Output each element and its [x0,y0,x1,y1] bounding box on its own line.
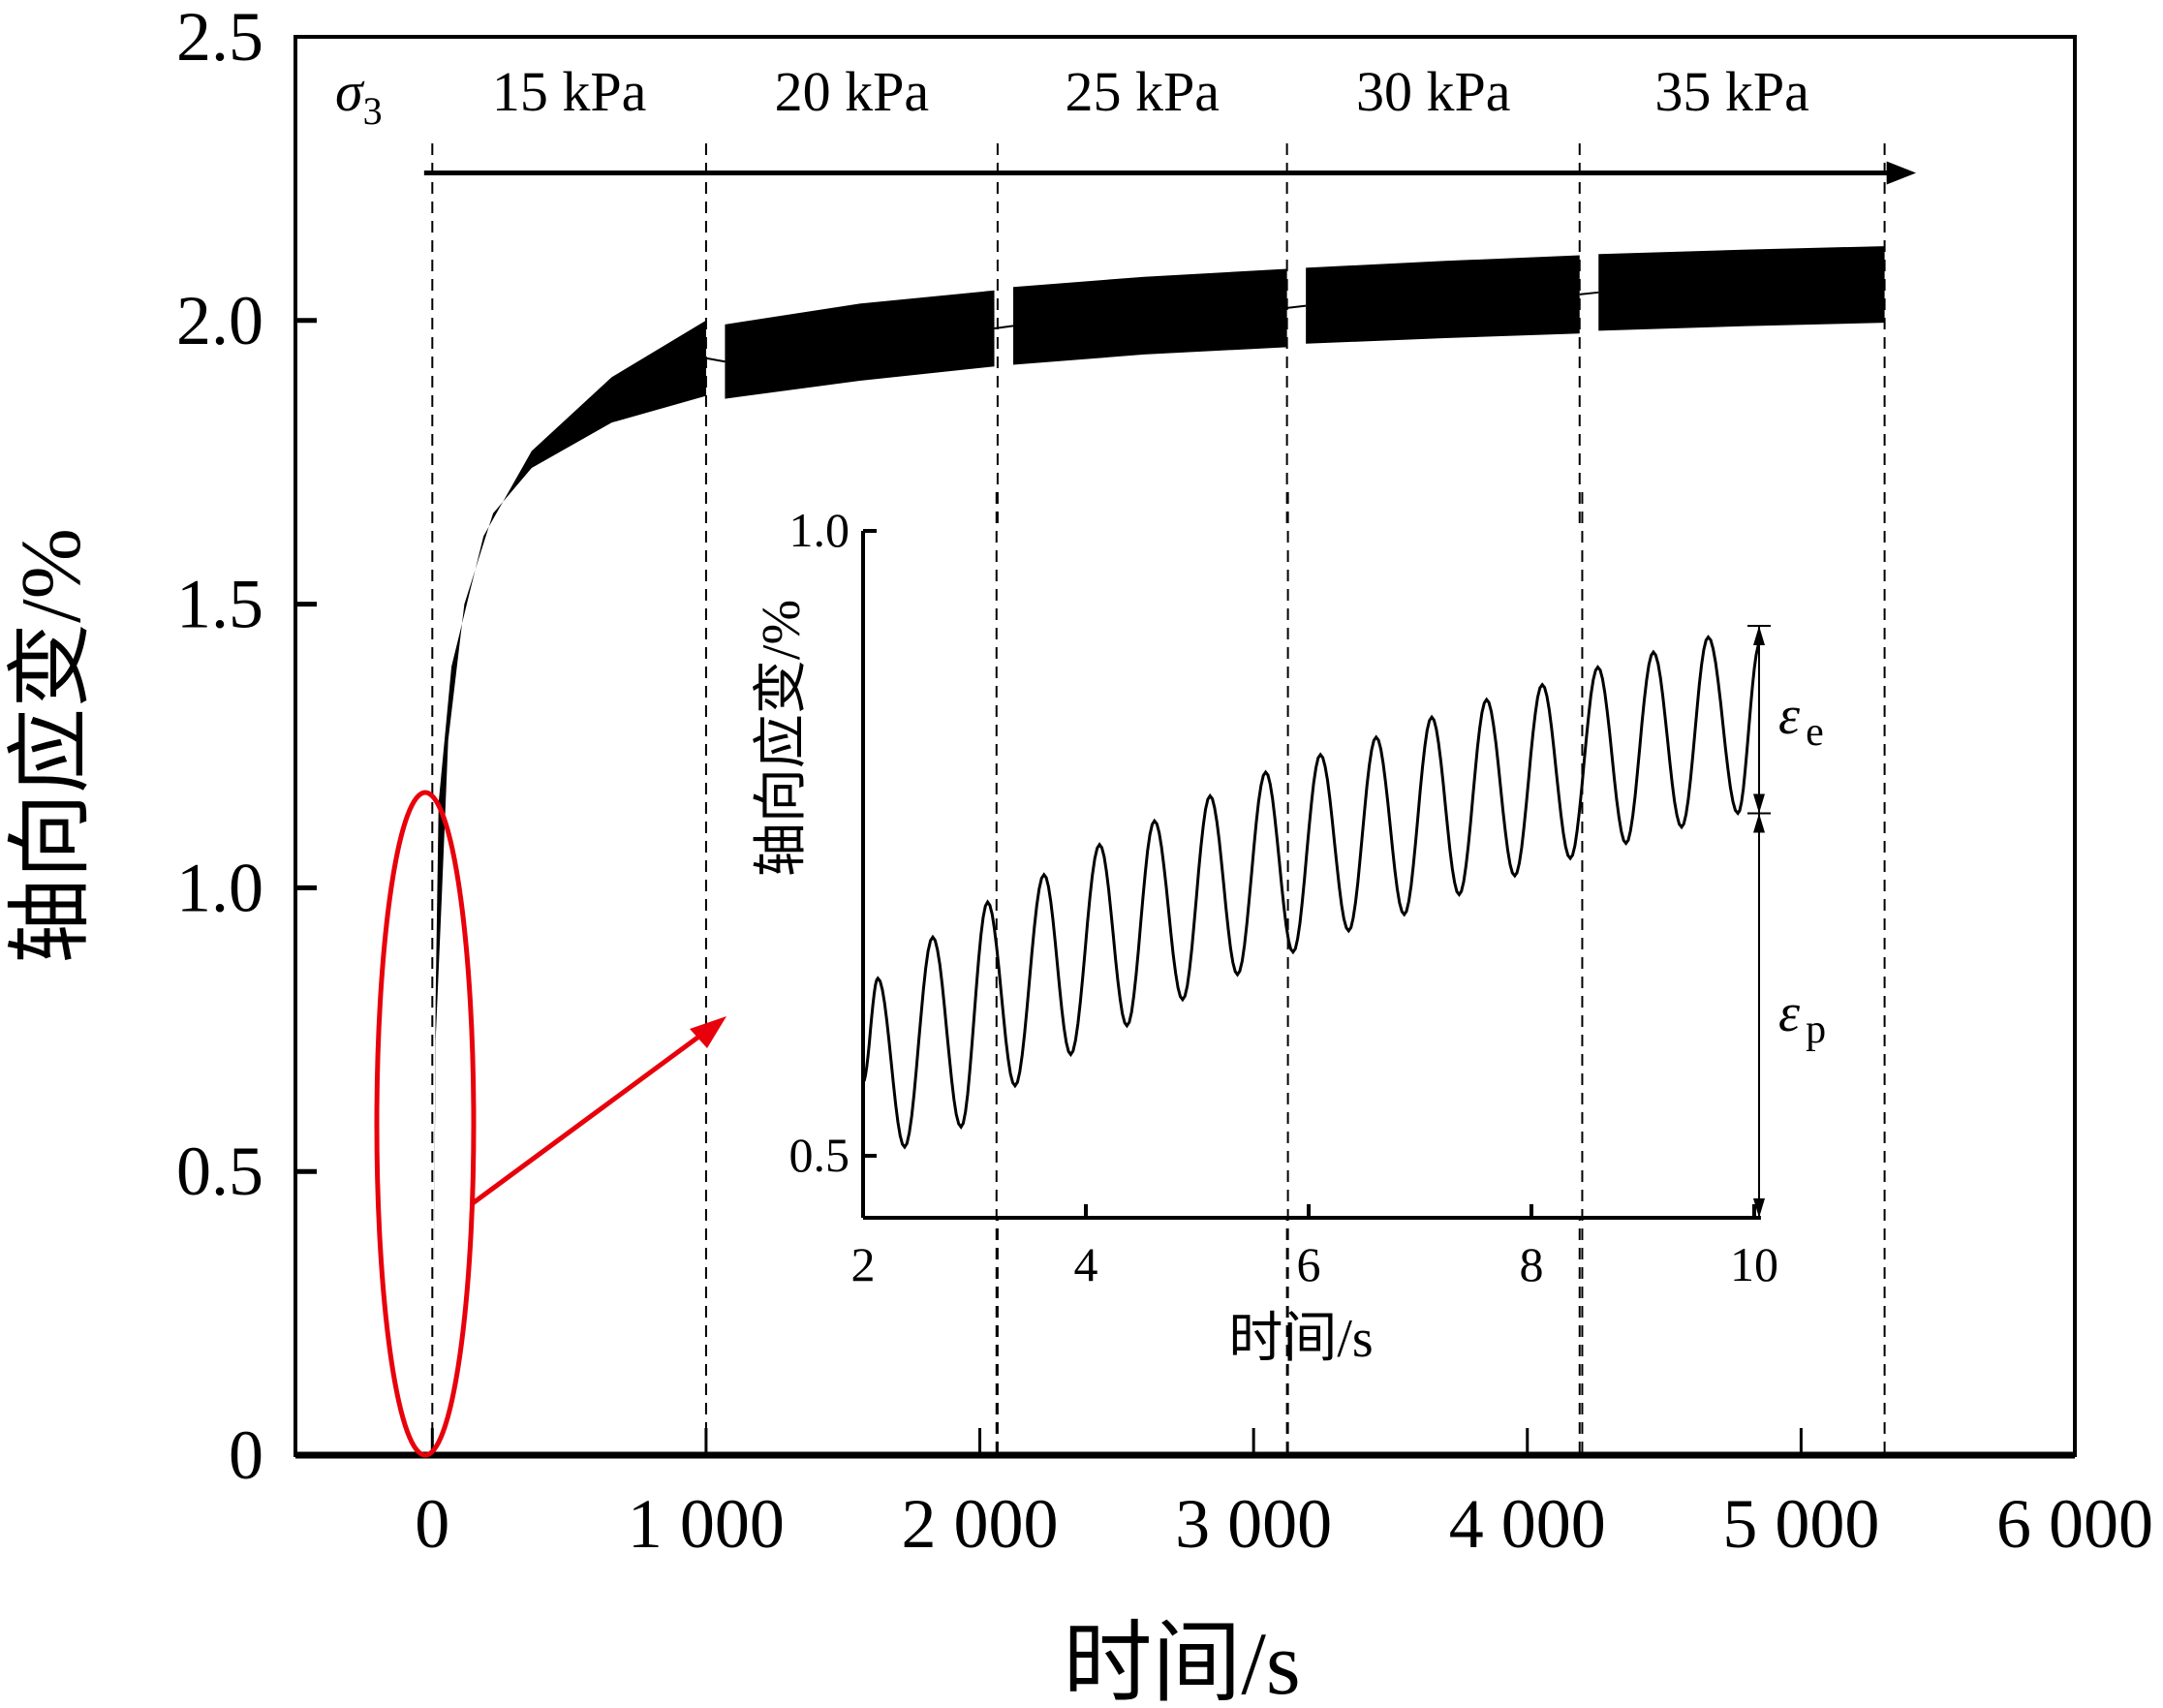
sigma3-label: σ3 [335,60,383,133]
dimension-arrow-icon [1753,793,1765,814]
sigma3-subscript: 3 [363,89,383,133]
stage-connector-line [1286,304,1307,309]
inset-y-axis-label: 轴向应变/% [752,600,812,877]
stage-pressure-label: 20 kPa [775,60,930,123]
y-tick-label: 0 [229,1416,263,1494]
y-tick-label: 0.5 [176,1133,263,1210]
x-tick-label: 1 000 [628,1485,785,1563]
y-tick-label: 2.5 [176,0,263,76]
strain-band-25-kPa [1013,268,1287,365]
y-tick-label: 1.5 [176,566,263,643]
stage-pressure-label: 30 kPa [1356,60,1511,123]
x-tick-label: 2 000 [902,1485,1059,1563]
dimension-arrow-icon [1753,626,1765,646]
plastic-strain-label-subscript: p [1806,1008,1826,1052]
dimension-arrow-icon [1753,1198,1765,1218]
y-tick-label: 2.0 [176,282,263,359]
strain-band-20-kPa [725,290,995,399]
x-tick-label: 4 000 [1449,1485,1606,1563]
inset-x-tick-label: 8 [1520,1237,1544,1291]
inset-x-tick-label: 6 [1297,1237,1321,1291]
inset-x-tick-label: 4 [1074,1237,1098,1291]
inset-x-tick-label: 10 [1730,1237,1778,1291]
dimension-arrow-icon [1753,813,1765,833]
inset-chart: 0.5 1.0 2 4 6 8 10 ε e ε p [789,492,1826,1455]
inset-strain-curve [861,635,1762,1150]
y-tick-label: 1.0 [176,849,263,926]
highlight-ellipse [374,790,477,1458]
x-tick-label: 6 000 [1996,1485,2153,1563]
inset-y-tick-label: 1.0 [789,503,850,557]
elastic-strain-label-subscript: e [1806,710,1824,755]
strain-band-30-kPa [1306,255,1580,344]
zoom-arrow-line [471,1024,714,1206]
stage-pressure-label: 15 kPa [492,60,647,123]
inset-x-tick-label: 2 [851,1237,876,1291]
strain-band-35-kPa [1598,246,1885,331]
main-chart: 0 1 000 2 000 3 000 4 000 5 000 6 000 0 0.5 1.0 1.… [176,0,2153,1563]
x-tick-label: 5 000 [1722,1485,1879,1563]
x-tick-label: 0 [415,1485,449,1563]
main-y-axis-label: 轴向应变/% [5,528,99,964]
stage-pressure-label: 25 kPa [1066,60,1221,123]
inset-y-tick-label: 0.5 [789,1128,850,1182]
chart-labels: 时间/s 轴向应变/% 时间/s 轴向应变/% [5,528,1374,1708]
stage-connector-line [994,325,1014,329]
inset-x-axis-label: 时间/s [1228,1309,1373,1369]
stage-pressure-label: 35 kPa [1654,60,1809,123]
stage-connector-line [705,357,726,363]
inset-background [863,531,1761,1218]
main-x-axis-label: 时间/s [1063,1614,1300,1708]
arrow-head-icon [1886,161,1917,185]
zoom-arrow-head-icon [690,1016,726,1048]
stage-connector-line [1579,291,1599,295]
x-tick-label: 3 000 [1175,1485,1332,1563]
